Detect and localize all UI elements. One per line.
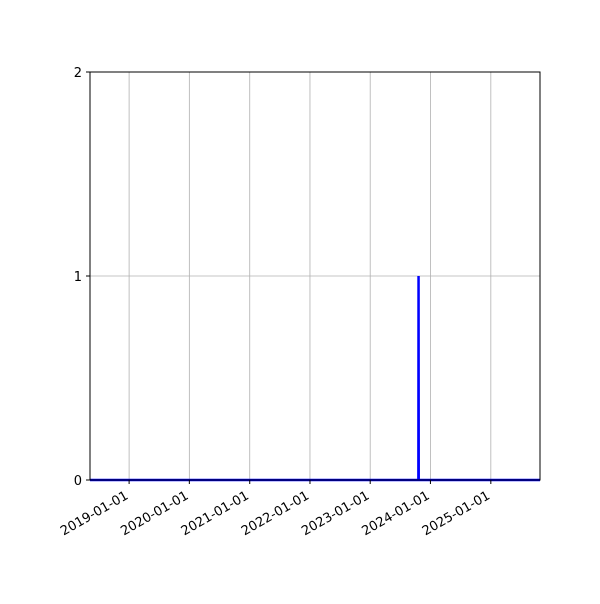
x-tick-label: 2023-01-01: [299, 488, 372, 539]
x-tick-label: 2022-01-01: [239, 488, 312, 539]
x-tick-label: 2020-01-01: [118, 488, 191, 539]
y-axis: 0 1 2: [74, 66, 90, 489]
x-tick-label: 2019-01-01: [58, 488, 131, 539]
x-tick-label: 2021-01-01: [179, 488, 252, 539]
y-tick-label: 2: [74, 66, 82, 81]
y-tick-label: 0: [74, 474, 82, 489]
x-tick-label: 2024-01-01: [359, 488, 432, 539]
x-tick-label: 2025-01-01: [420, 488, 493, 539]
y-tick-label: 1: [74, 270, 82, 285]
grid: [90, 71, 540, 481]
series: [90, 275, 540, 482]
x-axis: 2019-01-012020-01-012021-01-012022-01-01…: [58, 480, 493, 539]
series-line: [90, 275, 540, 482]
